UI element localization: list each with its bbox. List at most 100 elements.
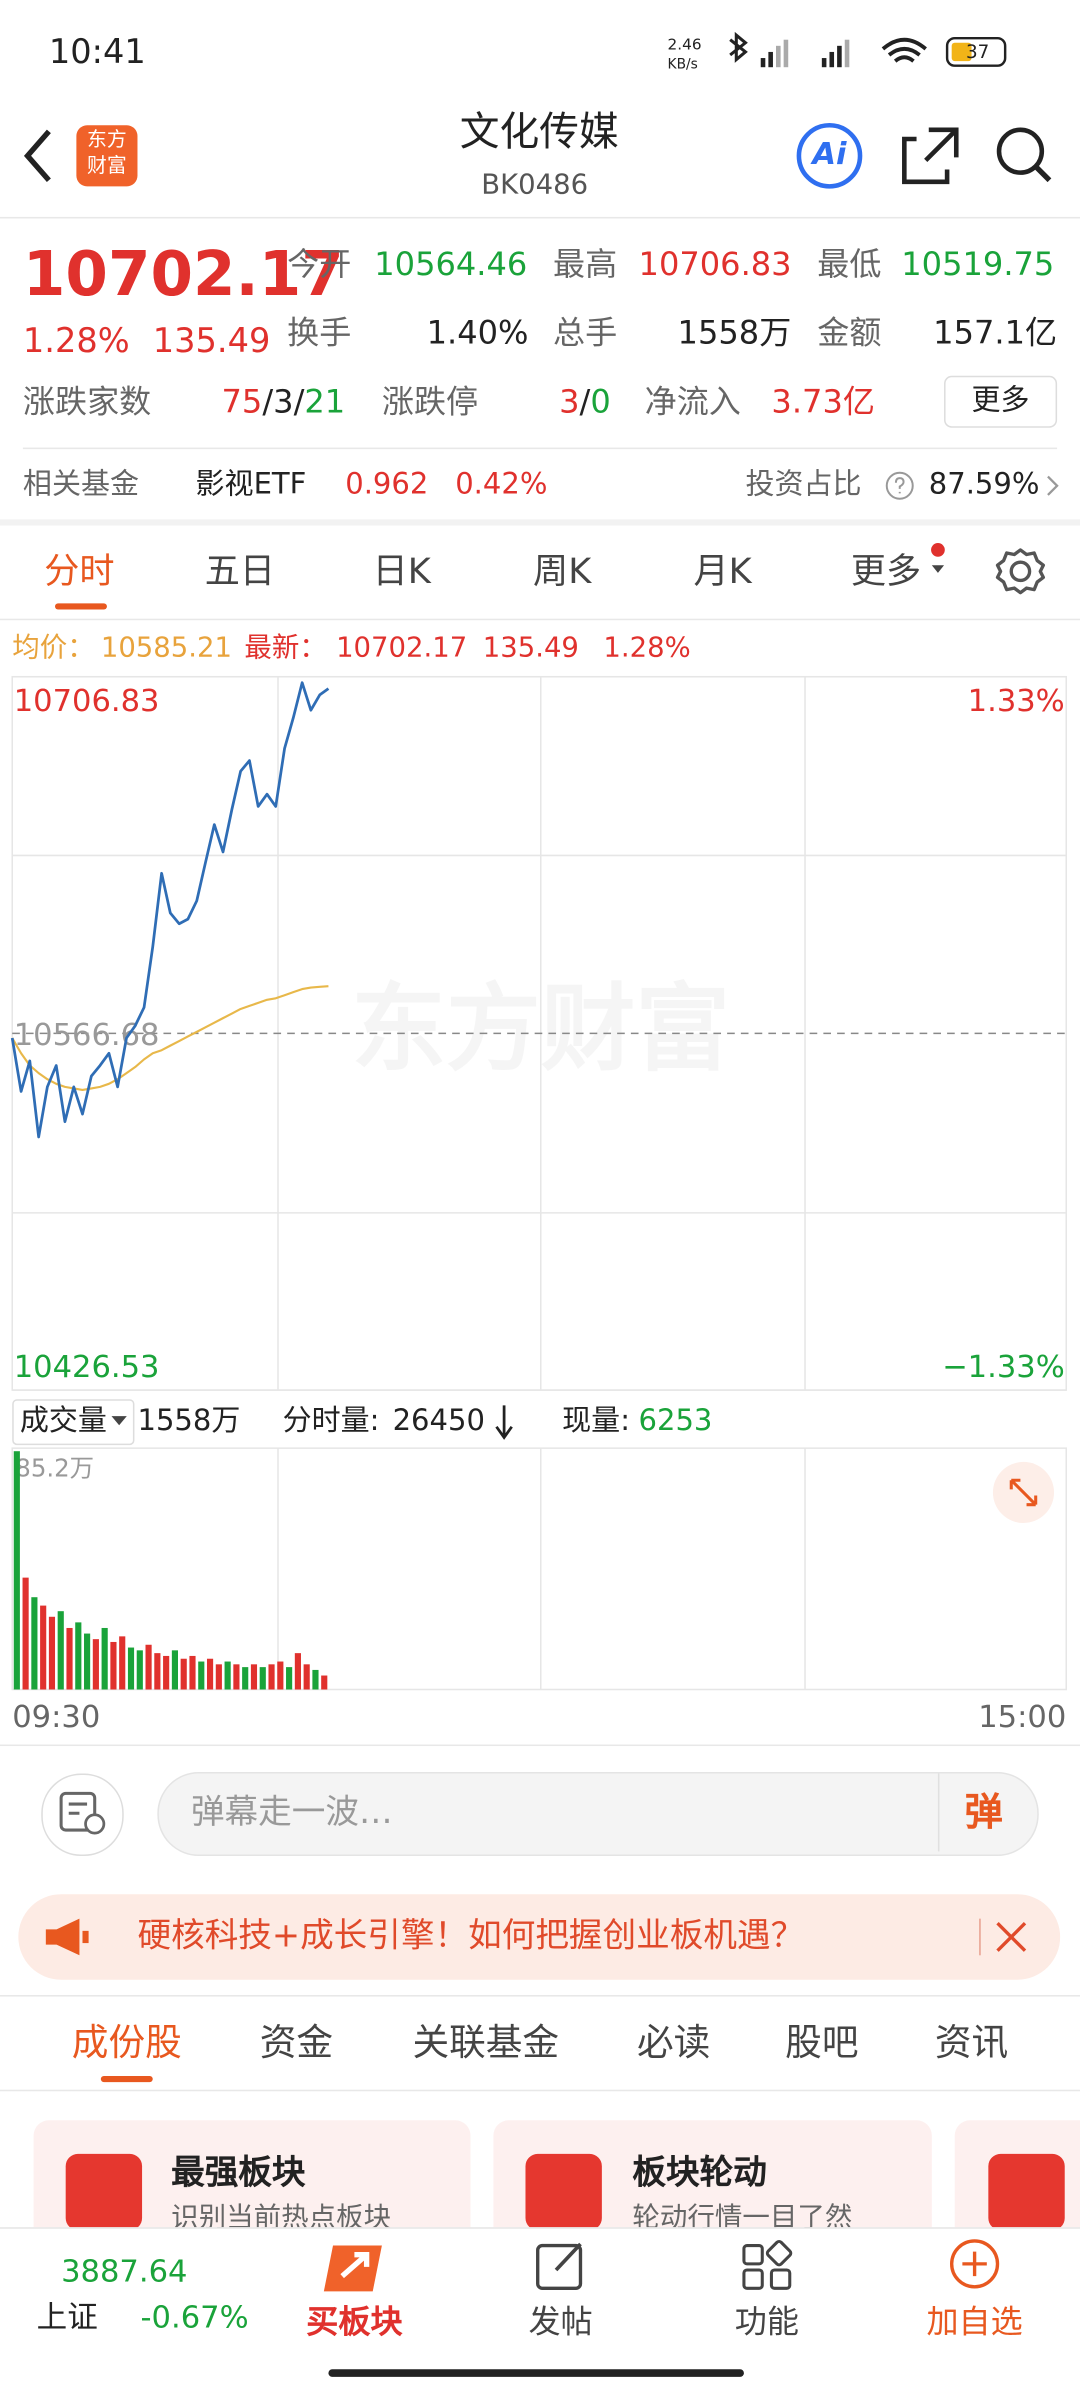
settings-button[interactable] — [994, 545, 1046, 597]
volume-bar — [145, 1644, 152, 1690]
banner[interactable] — [18, 1894, 1061, 1980]
limit-up: 3 — [559, 383, 580, 420]
volume-bar — [259, 1667, 266, 1690]
volume-bar — [163, 1655, 170, 1690]
nav-item[interactable]: 发帖 — [528, 2303, 593, 2341]
card-icon — [65, 2153, 143, 2231]
net-unit: KB/s — [667, 57, 698, 74]
volume-frame — [11, 1447, 1068, 1691]
volume-bar — [48, 1616, 56, 1690]
danmaku-button[interactable]: 弹 — [964, 1789, 1003, 1835]
volume-bar — [198, 1661, 205, 1690]
index-name[interactable]: 上证 — [36, 2298, 98, 2335]
logo-text: 东方 — [87, 129, 127, 153]
section-tab[interactable]: 关联基金 — [412, 2021, 560, 2065]
tab[interactable]: 周K — [533, 552, 592, 593]
nav-item[interactable]: 功能 — [734, 2303, 799, 2341]
change-pct: 1.28% — [22, 322, 130, 362]
nav-item[interactable]: 加自选 — [926, 2303, 1023, 2341]
ratio-label: 投资占比 — [745, 467, 862, 502]
stat-label: 涨跌停 — [381, 383, 479, 420]
fund-name[interactable]: 影视ETF — [195, 467, 307, 502]
section-tab[interactable]: 资讯 — [934, 2021, 1009, 2065]
stat-value: 10706.83 — [638, 245, 792, 283]
watermark: 东方财富 — [351, 975, 730, 1085]
fund-label: 相关基金 — [22, 467, 140, 502]
close-button[interactable] — [994, 1920, 1028, 1954]
divider — [0, 216, 1080, 219]
grid — [11, 675, 1068, 1691]
banner-text[interactable]: 硬核科技+成长引擎！如何把握创业板机遇？ — [137, 1917, 805, 1956]
divider — [22, 447, 1058, 450]
stat-value: 157.1亿 — [933, 314, 1058, 352]
volume-bar — [75, 1622, 82, 1690]
comment-placeholder[interactable]: 弹幕走一波… — [190, 1793, 393, 1833]
ai-label[interactable]: Ai — [812, 135, 847, 172]
stat-value: 10564.46 — [374, 245, 528, 283]
stat-label: 最高 — [552, 245, 618, 283]
ai-button[interactable] — [796, 122, 863, 189]
tab[interactable]: 月K — [693, 552, 752, 593]
volume-bar — [303, 1664, 310, 1690]
post-icon[interactable] — [535, 2239, 590, 2291]
tab-decor — [931, 543, 945, 573]
add-watch-icon[interactable] — [947, 2236, 1002, 2291]
comment-icon-glyph — [59, 1791, 106, 1835]
function-icon[interactable] — [741, 2239, 796, 2291]
more-label[interactable]: 更多 — [971, 383, 1030, 418]
y2-tick-label: −1.33% — [942, 1350, 1065, 1385]
volume-bar — [66, 1627, 73, 1690]
volume-selector-label[interactable]: 成交量 — [19, 1403, 107, 1438]
y-tick-label: 10706.83 — [14, 684, 160, 719]
section-tab[interactable]: 必读 — [637, 2021, 711, 2065]
comment-input[interactable] — [157, 1771, 1039, 1857]
help-icon[interactable] — [884, 470, 915, 501]
comment-icon[interactable] — [41, 1773, 124, 1857]
section-tab[interactable]: 成份股 — [71, 2021, 182, 2065]
stat-label: 今开 — [287, 245, 352, 283]
tab[interactable]: 五日 — [204, 552, 275, 593]
search-button[interactable] — [996, 127, 1052, 183]
index-value[interactable]: 3887.64 — [61, 2252, 188, 2290]
dropdown-icon — [111, 1416, 127, 1426]
section-tab[interactable]: 股吧 — [785, 2021, 859, 2065]
nav-item[interactable]: 买板块 — [306, 2303, 403, 2341]
minute-label: 分时量: — [282, 1403, 380, 1438]
volume-bar — [189, 1655, 196, 1690]
wifi-icon — [881, 37, 927, 63]
volume-bar — [154, 1653, 161, 1690]
volume-bar — [127, 1647, 135, 1690]
more-button[interactable] — [944, 375, 1058, 428]
tab[interactable]: 更多 — [850, 552, 922, 593]
volume-bar — [286, 1667, 293, 1690]
down-arrow — [495, 1405, 513, 1440]
expand-button[interactable] — [992, 1461, 1055, 1523]
stat-value: 1.40% — [426, 314, 529, 352]
header-icons — [796, 122, 1052, 189]
tab[interactable]: 日K — [372, 552, 431, 593]
volume-bar — [215, 1664, 222, 1690]
limit-down: 0 — [590, 383, 611, 420]
separator: / — [579, 383, 591, 420]
buy-sector-icon[interactable] — [321, 2236, 391, 2297]
separator — [979, 1918, 981, 1956]
x-tick-label: 09:30 — [12, 1700, 100, 1735]
share-button[interactable] — [902, 127, 959, 185]
section-tab[interactable]: 资金 — [259, 2021, 334, 2065]
card-icon — [988, 2153, 1065, 2231]
index-pct[interactable]: -0.67% — [140, 2298, 249, 2335]
chart: 东方财富 10706.8310566.6810426.531.33%−1.33%… — [10, 675, 1068, 1735]
signal-icon — [760, 39, 789, 68]
stat-value: 10519.75 — [901, 245, 1055, 283]
volume-bar — [206, 1658, 214, 1690]
up-count: 75 — [221, 383, 263, 420]
logo-text: 财富 — [87, 155, 127, 179]
volume-bar — [40, 1605, 47, 1690]
divider — [0, 2089, 1080, 2092]
volume-bar — [57, 1611, 64, 1690]
back-button[interactable] — [18, 125, 64, 186]
volume-bar — [242, 1667, 249, 1690]
stat-label: 净流入 — [644, 383, 741, 420]
volume-selector[interactable] — [12, 1399, 135, 1446]
tab[interactable]: 分时 — [44, 552, 115, 593]
